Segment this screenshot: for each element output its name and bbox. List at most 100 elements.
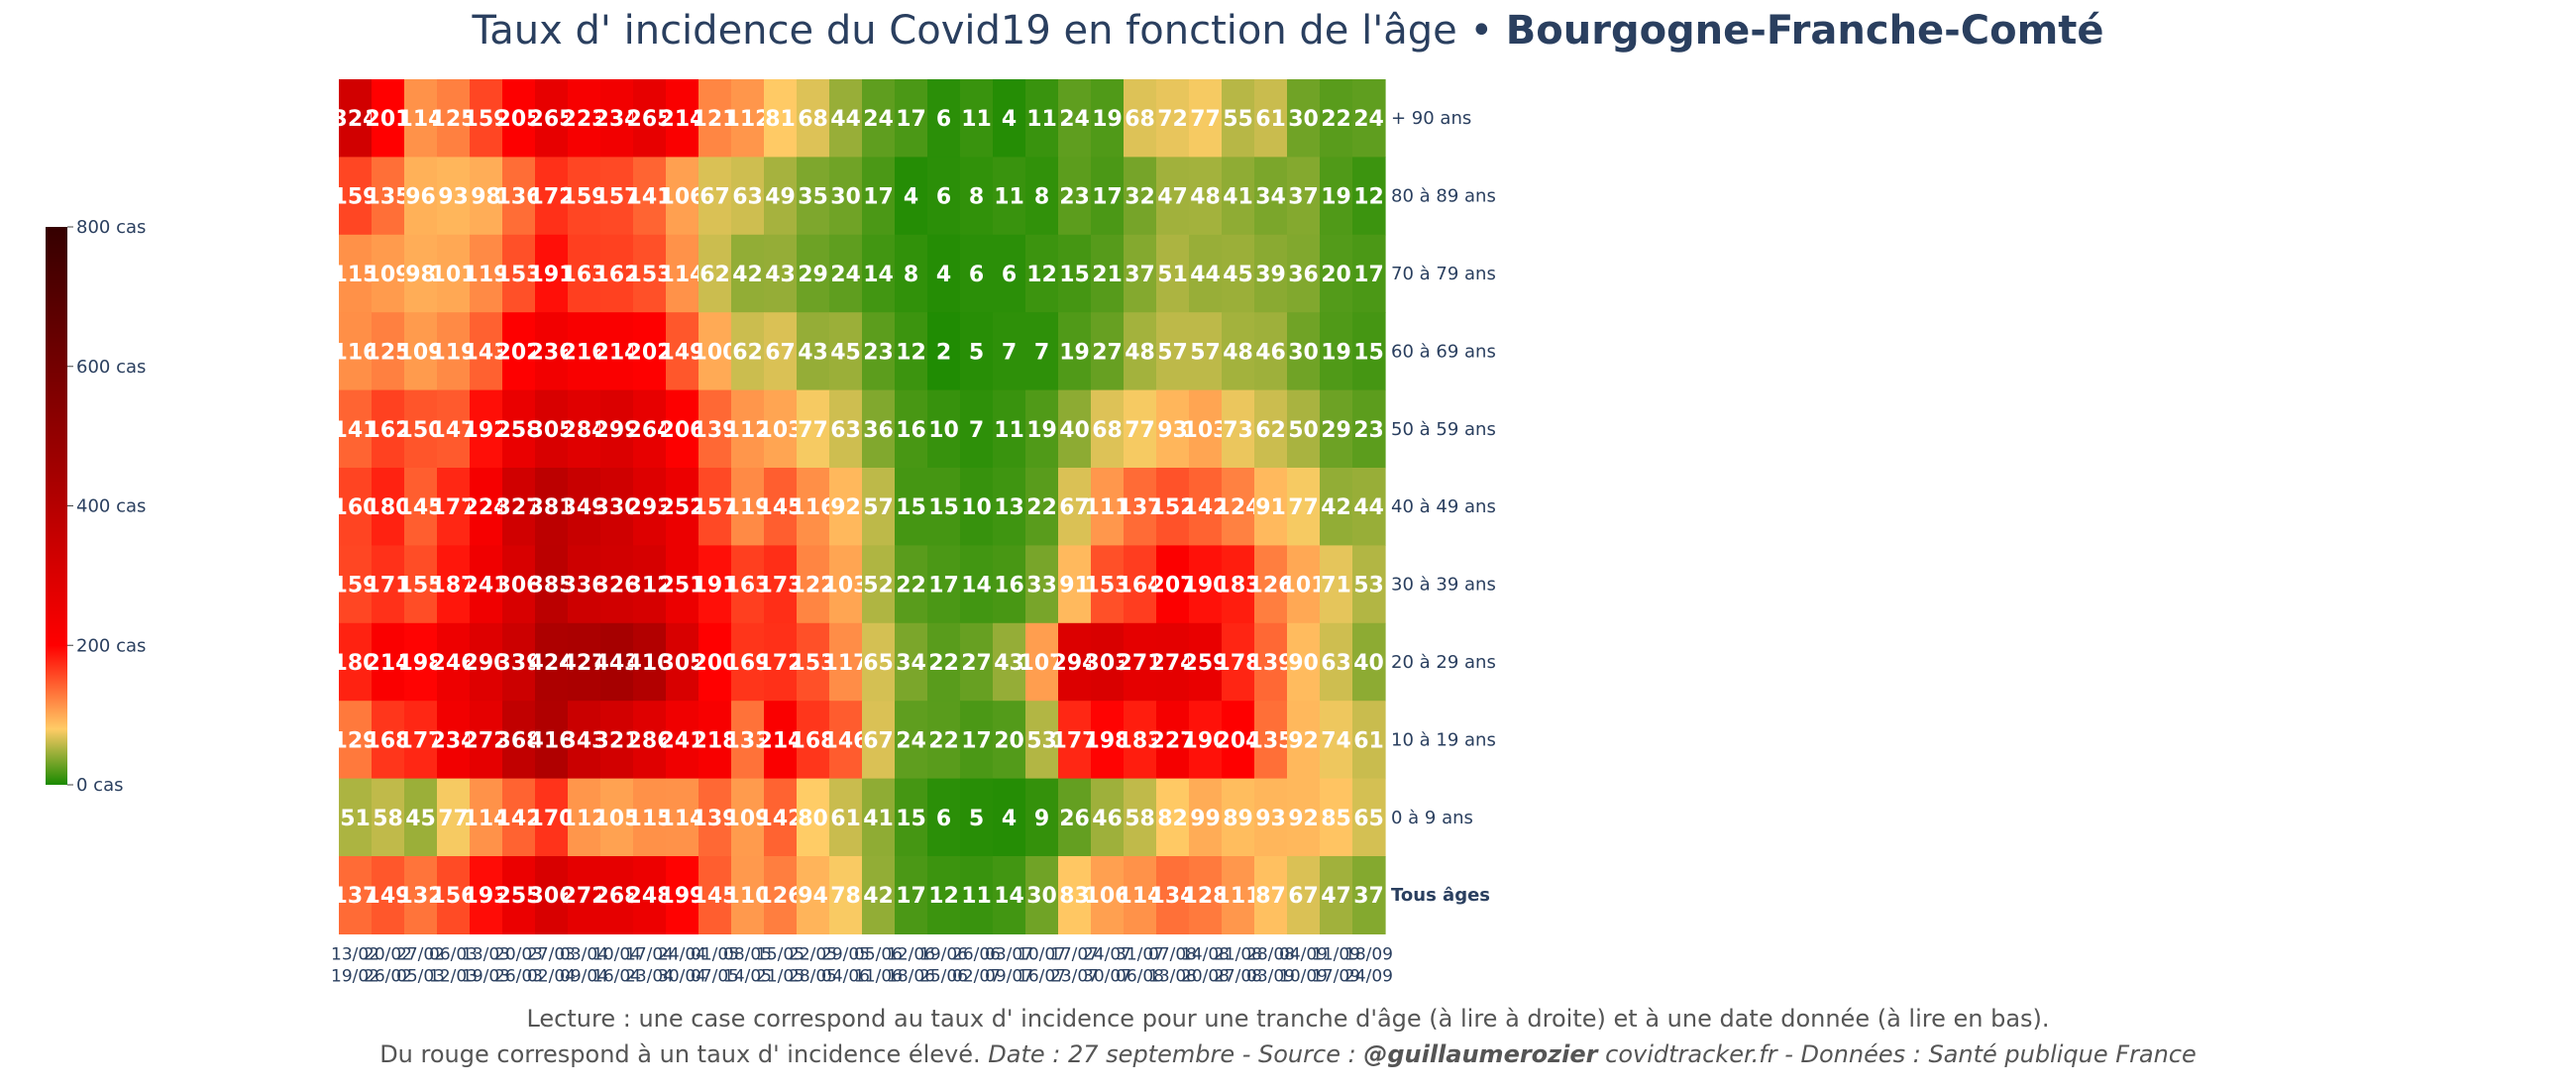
cell-value-label: 61 [1353, 728, 1384, 753]
heatmap-cell [502, 312, 536, 391]
cell-value-label: 306 [529, 884, 575, 909]
heatmap-cell [1189, 389, 1223, 469]
heatmap-cell [797, 856, 830, 934]
cell-value-label: 43 [798, 340, 828, 365]
cell-value-label: 290 [464, 651, 509, 676]
cell-value-label: 198 [398, 651, 444, 676]
cell-value-label: 293 [627, 495, 673, 520]
heatmap-cell [764, 79, 798, 158]
cell-value-label: 424 [529, 651, 575, 676]
heatmap-cell [568, 778, 601, 857]
x-tick-label: 27/03 02/04 [527, 944, 576, 986]
cell-value-label: 103 [1183, 418, 1229, 443]
heatmap-cell [470, 312, 503, 391]
heatmap-cell [1156, 545, 1190, 624]
heatmap-cell [633, 157, 667, 236]
x-tick-label: 18/09 24/09 [1344, 944, 1393, 986]
cell-value-label: 30 [830, 185, 861, 210]
y-tick-label: 50 à 59 ans [1391, 419, 1496, 440]
heatmap-cell [1352, 778, 1386, 857]
cell-value-label: 26 [1059, 807, 1090, 831]
heatmap-cell [731, 778, 765, 857]
heatmap-cell [666, 545, 699, 624]
heatmap-cell [895, 468, 928, 546]
heatmap-cell [502, 157, 536, 236]
colorbar-gradient [46, 227, 67, 785]
heatmap-cell [1156, 79, 1190, 158]
heatmap-cell [600, 468, 634, 546]
cell-value-label: 214 [594, 340, 640, 365]
cell-value-label: 63 [732, 185, 763, 210]
cell-value-label: 17 [1353, 263, 1384, 287]
heatmap-cell [600, 312, 634, 391]
cell-value-label: 271 [1118, 651, 1163, 676]
heatmap-cell [1222, 701, 1255, 780]
heatmap-cell [764, 545, 798, 624]
footer-source-prefix: Date : 27 septembre - Source : [988, 1040, 1356, 1068]
heatmap-cell [339, 234, 373, 313]
heatmap-cell [862, 79, 896, 158]
cell-value-label: 204 [1216, 728, 1261, 753]
cell-value-label: 80 [798, 807, 828, 831]
cell-value-label: 156 [431, 884, 477, 909]
cell-value-label: 48 [1223, 340, 1253, 365]
chart-title: Taux d' incidence du Covid19 en fonction… [0, 8, 2576, 54]
y-tick-label: 0 à 9 ans [1391, 808, 1473, 828]
cell-value-label: 172 [758, 651, 804, 676]
cell-value-label: 200 [693, 651, 738, 676]
cell-value-label: 214 [660, 107, 705, 132]
heatmap-cell [862, 545, 896, 624]
x-tick-label: 27/02 05/03 [396, 944, 445, 986]
cell-value-label: 286 [627, 728, 673, 753]
cell-value-label: 343 [562, 728, 607, 753]
cell-value-label: 51 [340, 807, 371, 831]
cell-value-label: 416 [529, 728, 575, 753]
cell-value-label: 141 [627, 185, 673, 210]
heatmap-cell [437, 701, 471, 780]
cell-value-label: 67 [863, 728, 894, 753]
cell-value-label: 22 [928, 651, 959, 676]
cell-value-label: 19 [1026, 418, 1057, 443]
cell-value-label: 234 [431, 728, 477, 753]
cell-value-label: 163 [562, 263, 607, 287]
cell-value-label: 67 [1288, 884, 1319, 909]
colorbar-tick-label: 200 cas [76, 635, 146, 656]
heatmap-cell [666, 856, 699, 934]
x-tick-label: 24/07 30/07 [1083, 944, 1131, 986]
cell-value-label: 410 [627, 651, 673, 676]
cell-value-label: 55 [1223, 107, 1253, 132]
cell-value-label: 37 [1353, 884, 1384, 909]
x-tick-label: 26/06 02/07 [952, 944, 1001, 986]
cell-value-label: 191 [693, 574, 738, 599]
heatmap-cell [1222, 389, 1255, 469]
cell-value-label: 177 [1052, 728, 1098, 753]
heatmap-cell [829, 468, 863, 546]
heatmap-cell [829, 79, 863, 158]
heatmap-cell [1025, 856, 1059, 934]
heatmap-cell [797, 79, 830, 158]
cell-value-label: 190 [1183, 728, 1229, 753]
heatmap-cell [1156, 856, 1190, 934]
heatmap-cell [404, 234, 438, 313]
heatmap-cell [372, 234, 405, 313]
heatmap-cell [895, 312, 928, 391]
cell-value-label: 251 [660, 574, 705, 599]
cell-value-label: 62 [732, 340, 763, 365]
cell-value-label: 137 [333, 884, 378, 909]
cell-value-label: 265 [529, 107, 575, 132]
heatmap-cell [698, 701, 732, 780]
cell-value-label: 125 [366, 340, 411, 365]
heatmap-cell [1222, 778, 1255, 857]
heatmap-cell [1320, 468, 1353, 546]
cell-value-label: 10 [961, 495, 992, 520]
heatmap-cell [1287, 234, 1321, 313]
heatmap-cell [1058, 778, 1092, 857]
heatmap-cell [1352, 545, 1386, 624]
cell-value-label: 92 [1288, 807, 1319, 831]
heatmap-cell [600, 389, 634, 469]
heatmap-cell [1254, 701, 1288, 780]
cell-value-label: 223 [562, 107, 607, 132]
heatmap-cell [1091, 79, 1125, 158]
cell-value-label: 37 [1288, 185, 1319, 210]
heatmap-cell [666, 312, 699, 391]
